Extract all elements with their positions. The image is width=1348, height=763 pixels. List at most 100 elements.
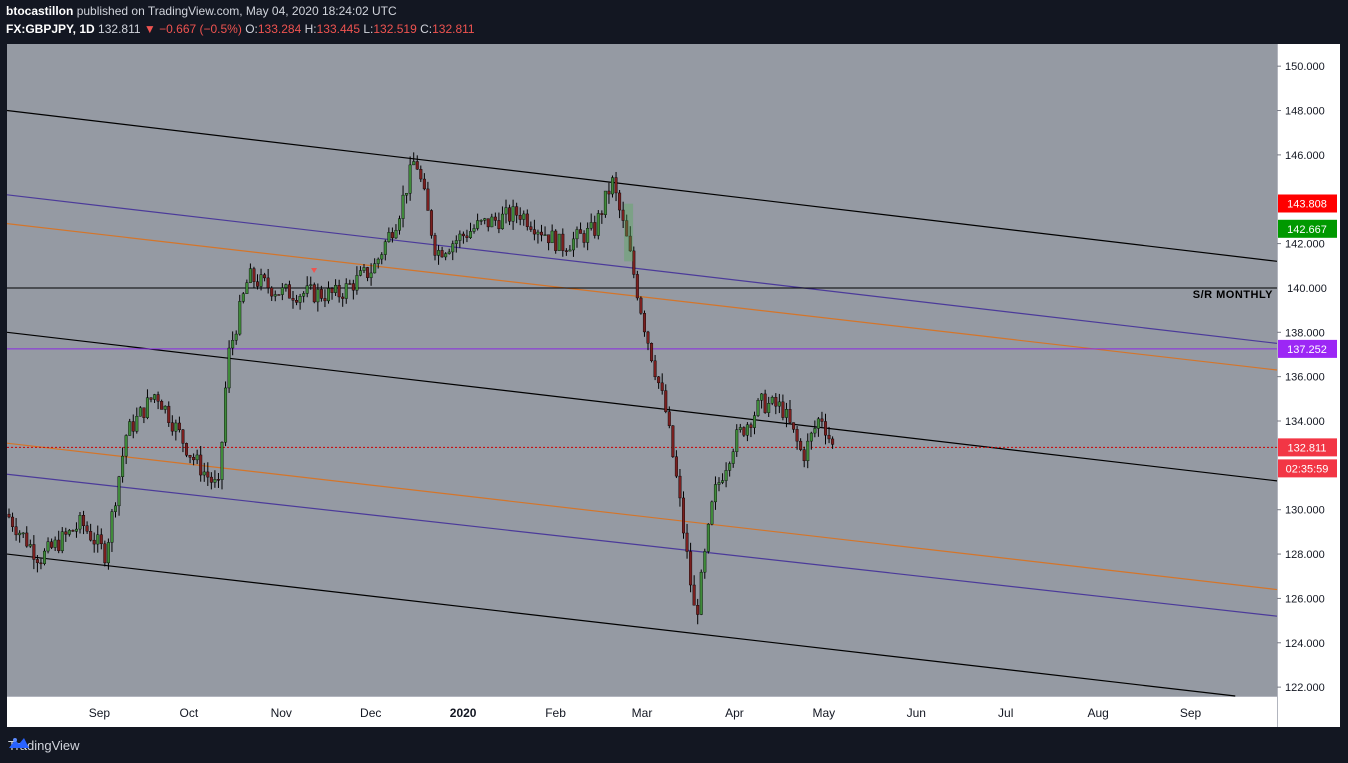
candle-body	[255, 281, 259, 287]
candle-body	[220, 441, 224, 480]
trendline-lower-purple	[7, 473, 1278, 617]
candle-body	[412, 161, 416, 166]
candle-body	[497, 220, 501, 230]
price-label: 142.667	[1287, 224, 1327, 236]
candle-body	[199, 454, 203, 476]
price-axis	[1277, 44, 1340, 727]
price-chart[interactable]: S/R MONTHLY 150.000148.000146.000142.0001…	[7, 44, 1340, 727]
candle-body	[312, 284, 316, 303]
candle-body	[362, 267, 366, 271]
signal-marker-icon	[311, 267, 318, 273]
x-tick-label: Sep	[89, 706, 111, 720]
open-label: O:	[245, 22, 258, 36]
candle-body	[348, 283, 352, 285]
candle-body	[156, 394, 160, 402]
candle-body	[788, 409, 792, 423]
candle-body	[398, 218, 402, 231]
candle-body	[674, 456, 678, 477]
x-tick-label: May	[813, 706, 836, 720]
candle-body	[14, 526, 18, 536]
x-tick-label: 2020	[450, 706, 477, 720]
candle-body	[437, 250, 441, 256]
candle-body	[561, 233, 565, 251]
price-label-box	[1278, 459, 1337, 478]
candle-body	[323, 298, 327, 302]
candle-body	[642, 313, 646, 333]
candle-body	[650, 343, 654, 362]
candle-body	[493, 216, 497, 221]
candle-body	[710, 501, 714, 525]
candle-body	[181, 429, 185, 444]
candle-body	[589, 222, 593, 229]
candle-body	[792, 422, 796, 430]
candle-body	[777, 401, 781, 407]
candle-body	[795, 429, 799, 442]
candle-body	[774, 397, 778, 407]
x-tick-label: Mar	[632, 706, 653, 720]
candle-body	[298, 296, 302, 303]
candle-body	[124, 435, 128, 457]
candle-body	[575, 229, 579, 240]
candle-body	[504, 207, 508, 215]
candle-body	[611, 177, 615, 195]
x-tick-label: Feb	[545, 706, 566, 720]
candle-body	[209, 476, 213, 483]
candle-body	[784, 409, 788, 418]
x-tick-label: Sep	[1180, 706, 1202, 720]
candle-body	[273, 294, 277, 297]
candle-body	[28, 544, 32, 547]
sr-monthly-label: S/R MONTHLY	[1193, 289, 1273, 301]
candle-body	[699, 571, 703, 615]
close-value: 132.811	[432, 22, 475, 36]
candle-body	[383, 241, 387, 255]
candle-body	[621, 209, 625, 221]
candle-body	[60, 531, 64, 552]
candle-body	[309, 284, 313, 286]
candle-body	[319, 289, 323, 299]
candle-body	[632, 250, 636, 275]
candle-body	[394, 230, 398, 239]
candle-body	[763, 393, 767, 413]
candle-body	[188, 455, 192, 458]
candle-body	[756, 400, 760, 416]
candle-body	[738, 427, 742, 430]
candle-body	[263, 274, 267, 279]
author-name[interactable]: btocastillon	[6, 4, 74, 18]
candle-body	[50, 541, 54, 548]
candle-body	[316, 289, 320, 303]
last-price: 132.811	[98, 22, 141, 36]
y-tick-label: 130.000	[1285, 505, 1325, 517]
candle-body	[11, 516, 15, 527]
price-label: 140.000	[1287, 283, 1327, 295]
y-tick-label: 146.000	[1285, 150, 1325, 162]
x-tick-label: Jun	[907, 706, 926, 720]
chart-container[interactable]: S/R MONTHLY 150.000 148.000 146.000 142.000 1…	[7, 44, 1340, 727]
candle-body	[170, 422, 174, 432]
price-labels: 143.808 142.667 140.000 137.252 132.811 02:35…	[1278, 194, 1337, 478]
x-tick-label: Oct	[180, 706, 199, 720]
candle-body	[689, 551, 693, 586]
candle-body	[117, 476, 121, 507]
candle-body	[767, 403, 771, 413]
ohlc-line: FX:GBPJPY, 1D 132.811 ▼ −0.667 (−0.5%) O…	[6, 22, 475, 36]
low-value: 132.519	[373, 22, 417, 36]
candle-body	[742, 427, 746, 436]
candle-body	[607, 190, 611, 195]
y-ticks: 150.000 148.000 146.000 142.000 138.000 136.0…	[1277, 61, 1325, 694]
candle-body	[753, 415, 757, 428]
candle-body	[713, 484, 717, 503]
candle-body	[213, 479, 217, 483]
candle-body	[355, 275, 359, 291]
candle-body	[628, 235, 632, 252]
tradingview-brand[interactable]: TradingView	[8, 737, 80, 753]
candle-body	[110, 511, 114, 543]
candle-body	[660, 382, 664, 391]
candle-body	[529, 226, 533, 230]
candle-body	[231, 340, 235, 349]
candle-body	[500, 213, 504, 230]
candle-body	[419, 169, 423, 180]
candle-body	[344, 283, 348, 299]
x-tick-label: Aug	[1087, 706, 1108, 720]
candle-body	[284, 284, 288, 288]
x-tick-label: Jul	[998, 706, 1013, 720]
